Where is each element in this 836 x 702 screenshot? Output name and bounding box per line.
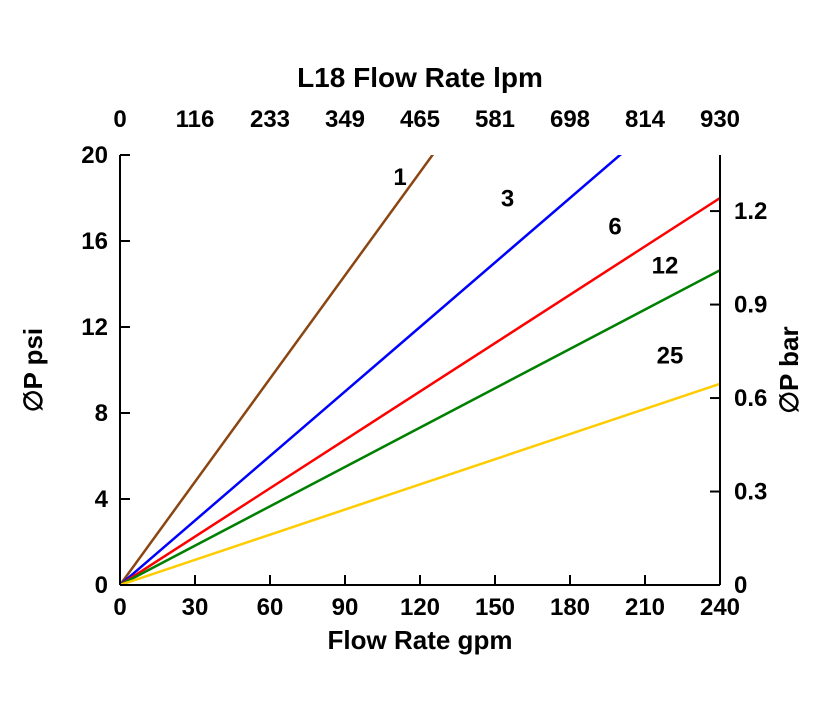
- xb-tick-label: 60: [257, 594, 284, 621]
- xb-tick-label: 210: [625, 594, 665, 621]
- yl-tick-label: 8: [95, 400, 108, 427]
- flow-pressure-chart: 0306090120150180210240Flow Rate gpm01162…: [0, 0, 836, 702]
- xt-tick-label: 581: [475, 106, 515, 133]
- yr-tick-label: 0.9: [734, 292, 767, 319]
- yl-tick-label: 0: [95, 572, 108, 599]
- xb-tick-label: 0: [113, 594, 126, 621]
- xb-tick-label: 180: [550, 594, 590, 621]
- xt-tick-label: 349: [325, 106, 365, 133]
- yr-tick-label: 0.6: [734, 385, 767, 412]
- series-label-3: 3: [501, 186, 514, 213]
- x-bottom-label: Flow Rate gpm: [328, 625, 513, 655]
- series-label-6: 6: [608, 214, 621, 241]
- yr-tick-label: 1.2: [734, 198, 767, 225]
- xt-tick-label: 0: [113, 106, 126, 133]
- xt-tick-label: 930: [700, 106, 740, 133]
- series-label-12: 12: [652, 252, 679, 279]
- xt-tick-label: 116: [176, 106, 215, 133]
- xb-tick-label: 30: [182, 594, 209, 621]
- yl-tick-label: 4: [95, 486, 109, 513]
- xt-tick-label: 233: [250, 106, 290, 133]
- xb-tick-label: 120: [400, 594, 440, 621]
- xt-tick-label: 465: [400, 106, 440, 133]
- series-label-1: 1: [393, 164, 406, 191]
- yr-tick-label: 0.3: [734, 479, 767, 506]
- xb-tick-label: 90: [332, 594, 359, 621]
- yl-tick-label: 16: [81, 228, 108, 255]
- chart-top-title: L18 Flow Rate lpm: [297, 62, 543, 93]
- yl-tick-label: 12: [81, 314, 108, 341]
- yl-tick-label: 20: [81, 142, 108, 169]
- y-right-label: ∅P bar: [774, 326, 804, 413]
- chart-container: 0306090120150180210240Flow Rate gpm01162…: [0, 0, 836, 702]
- xt-tick-label: 814: [625, 106, 666, 133]
- y-left-label: ∅P psi: [18, 328, 48, 412]
- xt-tick-label: 698: [550, 106, 590, 133]
- series-label-25: 25: [657, 343, 684, 370]
- xb-tick-label: 150: [475, 594, 515, 621]
- yr-tick-label: 0: [734, 572, 747, 599]
